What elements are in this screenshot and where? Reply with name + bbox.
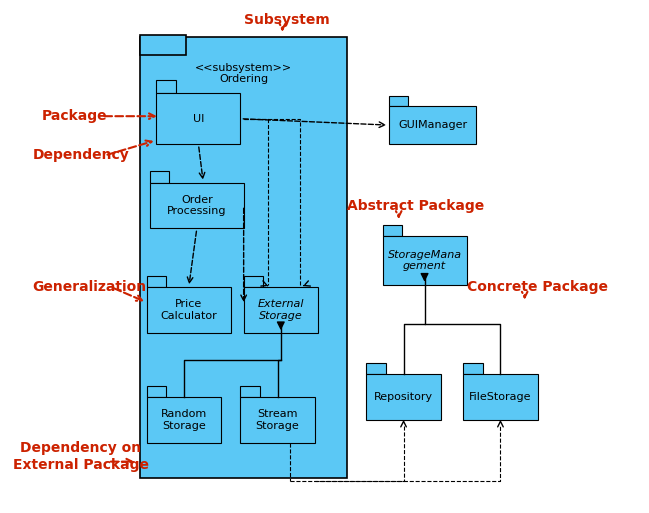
Text: GUIManager: GUIManager	[398, 120, 467, 130]
FancyBboxPatch shape	[367, 363, 386, 374]
FancyBboxPatch shape	[240, 386, 260, 397]
Text: StorageMana
gement: StorageMana gement	[387, 249, 461, 271]
Text: <<subsystem>>
Ordering: <<subsystem>> Ordering	[195, 63, 292, 84]
Text: UI: UI	[193, 114, 204, 124]
FancyBboxPatch shape	[382, 225, 402, 236]
Text: Repository: Repository	[374, 392, 433, 402]
FancyBboxPatch shape	[147, 386, 166, 397]
FancyBboxPatch shape	[156, 93, 240, 144]
FancyBboxPatch shape	[243, 276, 263, 287]
FancyBboxPatch shape	[463, 374, 537, 420]
Text: Abstract Package: Abstract Package	[347, 200, 484, 213]
Text: Stream
Storage: Stream Storage	[256, 409, 299, 430]
FancyBboxPatch shape	[463, 363, 483, 374]
FancyBboxPatch shape	[140, 34, 186, 55]
Text: Package: Package	[42, 109, 108, 123]
FancyBboxPatch shape	[147, 287, 231, 333]
FancyBboxPatch shape	[140, 37, 347, 479]
FancyBboxPatch shape	[150, 183, 243, 228]
FancyBboxPatch shape	[389, 106, 476, 144]
Text: Order
Processing: Order Processing	[167, 194, 227, 216]
FancyBboxPatch shape	[156, 81, 176, 93]
Text: Price
Calculator: Price Calculator	[160, 299, 217, 321]
FancyBboxPatch shape	[240, 397, 315, 443]
Text: Generalization: Generalization	[32, 280, 146, 294]
FancyBboxPatch shape	[243, 287, 318, 333]
Text: Concrete Package: Concrete Package	[467, 280, 607, 294]
Text: External
Storage: External Storage	[258, 299, 304, 321]
Text: FileStorage: FileStorage	[469, 392, 532, 402]
FancyBboxPatch shape	[382, 236, 467, 285]
Text: Dependency: Dependency	[32, 148, 129, 163]
Text: Subsystem: Subsystem	[243, 13, 330, 27]
Text: Dependency on
External Package: Dependency on External Package	[13, 441, 149, 472]
FancyBboxPatch shape	[389, 96, 408, 106]
Text: Random
Storage: Random Storage	[161, 409, 207, 430]
FancyBboxPatch shape	[147, 397, 221, 443]
FancyBboxPatch shape	[367, 374, 441, 420]
FancyBboxPatch shape	[150, 171, 169, 183]
FancyBboxPatch shape	[147, 276, 166, 287]
